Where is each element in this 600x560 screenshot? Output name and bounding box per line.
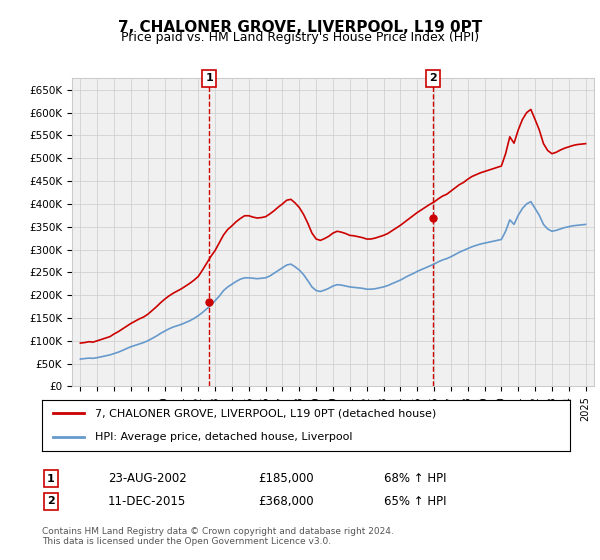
Text: 1: 1 (205, 73, 213, 83)
Text: £368,000: £368,000 (258, 494, 314, 508)
Text: 7, CHALONER GROVE, LIVERPOOL, L19 0PT: 7, CHALONER GROVE, LIVERPOOL, L19 0PT (118, 20, 482, 35)
Text: 1: 1 (47, 474, 55, 484)
Text: Price paid vs. HM Land Registry's House Price Index (HPI): Price paid vs. HM Land Registry's House … (121, 31, 479, 44)
Text: 65% ↑ HPI: 65% ↑ HPI (384, 494, 446, 508)
Text: 68% ↑ HPI: 68% ↑ HPI (384, 472, 446, 486)
Text: Contains HM Land Registry data © Crown copyright and database right 2024.
This d: Contains HM Land Registry data © Crown c… (42, 526, 394, 546)
Text: 23-AUG-2002: 23-AUG-2002 (108, 472, 187, 486)
Text: £185,000: £185,000 (258, 472, 314, 486)
Text: 2: 2 (429, 73, 437, 83)
Text: 11-DEC-2015: 11-DEC-2015 (108, 494, 186, 508)
Text: 7, CHALONER GROVE, LIVERPOOL, L19 0PT (detached house): 7, CHALONER GROVE, LIVERPOOL, L19 0PT (d… (95, 408, 436, 418)
Text: 2: 2 (47, 496, 55, 506)
Text: HPI: Average price, detached house, Liverpool: HPI: Average price, detached house, Live… (95, 432, 352, 442)
